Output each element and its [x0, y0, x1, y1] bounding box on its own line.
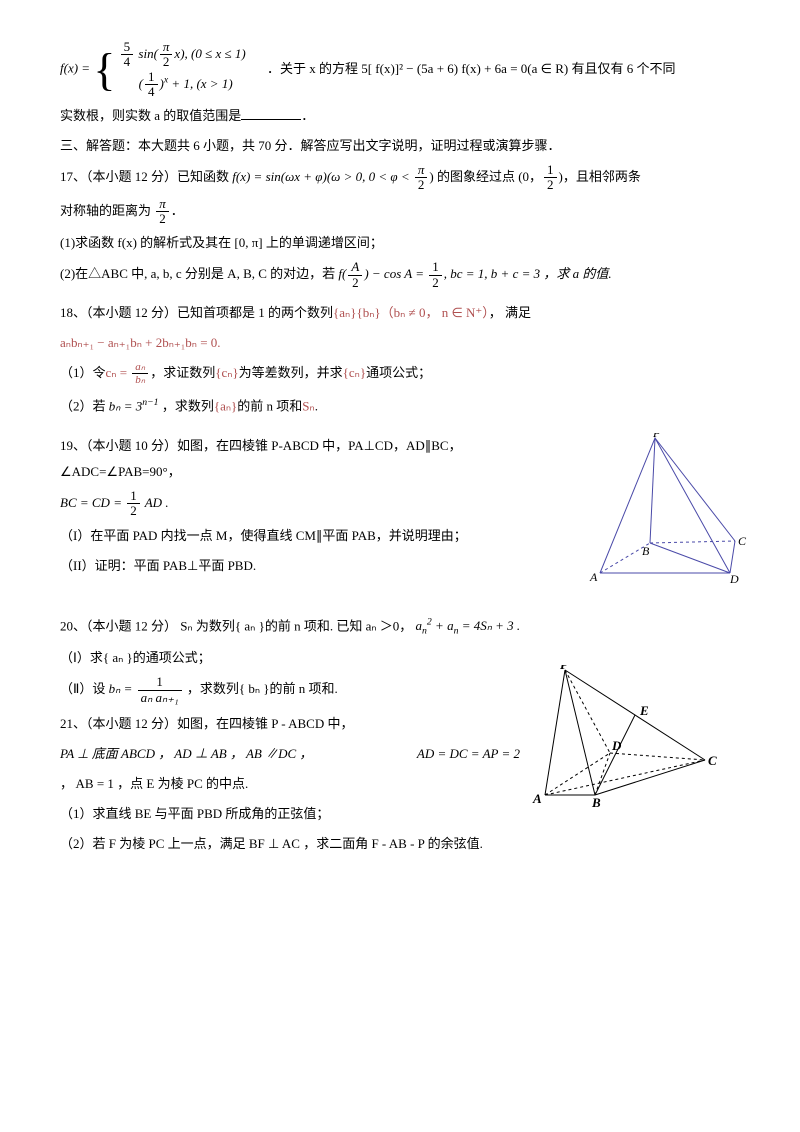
- answer-blank: [241, 107, 301, 120]
- svg-text:P: P: [560, 665, 569, 672]
- q17-p2: (2)在△ABC 中, a, b, c 分别是 A, B, C 的对边，若 f(…: [60, 260, 750, 290]
- svg-text:A: A: [532, 791, 542, 806]
- q17-axis: 对称轴的距离为 π2．: [60, 197, 750, 227]
- svg-text:A: A: [589, 570, 598, 583]
- q20-head: 20、（本小题 12 分） Sₙ 为数列{ aₙ }的前 n 项和. 已知 aₙ…: [60, 613, 750, 641]
- piecewise-function: f(x) = { 54 sin(π2x), (0 ≤ x ≤ 1) (14)x …: [60, 40, 750, 99]
- q18-p2: （2）若 bₙ = 3n−1 ，求数列{aₙ}的前 n 项和Sₙ.: [60, 393, 750, 419]
- q21-right-eq: AD = DC = AP = 2: [417, 741, 520, 767]
- svg-text:P: P: [652, 433, 661, 440]
- q17-head: 17、（本小题 12 分）已知函数 f(x) = sin(ωx + φ)(ω >…: [60, 163, 750, 193]
- svg-text:E: E: [639, 703, 649, 718]
- piecewise-after: ．关于 x 的方程 5[ f(x)]² − (5a + 6) f(x) + 6a…: [267, 61, 675, 76]
- q21-diagram: P A B C D E: [520, 665, 720, 810]
- roots-line: 实数根，则实数 a 的取值范围是．: [60, 103, 750, 129]
- fx-lhs: f(x) =: [60, 61, 93, 76]
- q18-eq: aₙbₙ₊₁ − aₙ₊₁bₙ + 2bₙ₊₁bₙ = 0.: [60, 330, 750, 356]
- q21-p2: （2）若 F 为棱 PC 上一点，满足 BF ⊥ AC ，求二面角 F - AB…: [60, 831, 750, 857]
- q19-diagram: P A B C D: [580, 433, 750, 583]
- piecewise-body: 54 sin(π2x), (0 ≤ x ≤ 1) (14)x + 1, (x >…: [119, 40, 246, 99]
- svg-text:D: D: [611, 738, 622, 753]
- q17-p1: (1)求函数 f(x) 的解析式及其在 [0, π] 上的单调递增区间；: [60, 230, 750, 256]
- svg-text:D: D: [729, 572, 739, 583]
- left-brace: {: [93, 47, 115, 93]
- svg-text:B: B: [591, 795, 601, 810]
- svg-text:B: B: [642, 544, 650, 558]
- svg-text:C: C: [738, 534, 747, 548]
- q18-p1: （1）令cₙ = aₙbₙ，求证数列{cₙ}为等差数列，并求{cₙ}通项公式；: [60, 360, 750, 387]
- q18-head: 18、（本小题 12 分）已知首项都是 1 的两个数列{aₙ}{bₙ}（bₙ ≠…: [60, 300, 750, 326]
- svg-text:C: C: [708, 753, 717, 768]
- section-3-heading: 三、解答题：本大题共 6 小题，共 70 分．解答应写出文字说明，证明过程或演算…: [60, 133, 750, 159]
